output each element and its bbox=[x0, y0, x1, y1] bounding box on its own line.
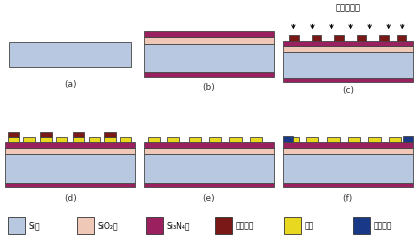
Bar bbox=[283, 183, 413, 187]
Bar bbox=[403, 136, 413, 142]
Bar bbox=[144, 37, 274, 44]
Bar bbox=[146, 217, 163, 234]
Text: Si₃N₄；: Si₃N₄； bbox=[167, 221, 191, 230]
Bar bbox=[306, 137, 318, 142]
Text: (c): (c) bbox=[342, 86, 354, 95]
Text: 光刻并显影: 光刻并显影 bbox=[335, 4, 360, 13]
Bar bbox=[73, 137, 84, 142]
Bar bbox=[77, 217, 94, 234]
Bar bbox=[397, 35, 406, 41]
Bar bbox=[189, 137, 201, 142]
Bar bbox=[229, 137, 242, 142]
Bar bbox=[5, 142, 135, 148]
Bar bbox=[283, 136, 293, 142]
Text: (d): (d) bbox=[64, 194, 76, 203]
Text: Si；: Si； bbox=[29, 221, 41, 230]
Bar bbox=[357, 35, 366, 41]
Bar bbox=[5, 148, 135, 154]
Bar bbox=[368, 137, 380, 142]
Bar bbox=[144, 154, 274, 183]
Bar bbox=[8, 132, 19, 137]
Bar bbox=[23, 137, 35, 142]
Bar bbox=[73, 132, 84, 137]
Bar bbox=[283, 148, 413, 154]
Bar bbox=[283, 46, 413, 52]
Bar bbox=[379, 35, 389, 41]
Bar bbox=[89, 137, 100, 142]
Bar bbox=[56, 137, 67, 142]
Bar bbox=[144, 183, 274, 187]
Bar bbox=[283, 154, 413, 183]
Bar bbox=[353, 217, 370, 234]
Bar bbox=[283, 78, 413, 82]
Bar bbox=[104, 137, 116, 142]
Text: (e): (e) bbox=[203, 194, 215, 203]
Bar bbox=[40, 137, 52, 142]
Text: SiO₂；: SiO₂； bbox=[98, 221, 119, 230]
Bar bbox=[334, 35, 344, 41]
Bar bbox=[5, 154, 135, 183]
Bar bbox=[144, 31, 274, 37]
Bar bbox=[283, 52, 413, 78]
Text: (a): (a) bbox=[64, 80, 76, 89]
Text: (b): (b) bbox=[203, 83, 215, 92]
Bar bbox=[283, 142, 413, 148]
Bar bbox=[40, 132, 52, 137]
Bar bbox=[287, 137, 299, 142]
Bar bbox=[250, 137, 262, 142]
Bar bbox=[148, 137, 160, 142]
Bar bbox=[144, 44, 274, 72]
Bar bbox=[9, 42, 131, 67]
Bar bbox=[144, 142, 274, 148]
Bar bbox=[8, 137, 19, 142]
Text: 聊酰亚胺: 聊酰亚胺 bbox=[374, 221, 393, 230]
Bar bbox=[389, 137, 401, 142]
Text: 光刻胶；: 光刻胶； bbox=[236, 221, 255, 230]
Bar bbox=[209, 137, 221, 142]
Bar bbox=[327, 137, 340, 142]
Bar bbox=[215, 217, 232, 234]
Bar bbox=[120, 137, 131, 142]
Bar bbox=[5, 183, 135, 187]
Bar bbox=[284, 217, 301, 234]
Bar bbox=[348, 137, 360, 142]
Bar bbox=[144, 72, 274, 77]
Bar bbox=[144, 148, 274, 154]
Bar bbox=[8, 217, 25, 234]
Bar bbox=[289, 35, 299, 41]
Bar bbox=[167, 137, 179, 142]
Bar bbox=[104, 132, 116, 137]
Text: (f): (f) bbox=[343, 194, 353, 203]
Bar bbox=[283, 41, 413, 46]
Bar bbox=[312, 35, 321, 41]
Text: 铂；: 铂； bbox=[305, 221, 314, 230]
